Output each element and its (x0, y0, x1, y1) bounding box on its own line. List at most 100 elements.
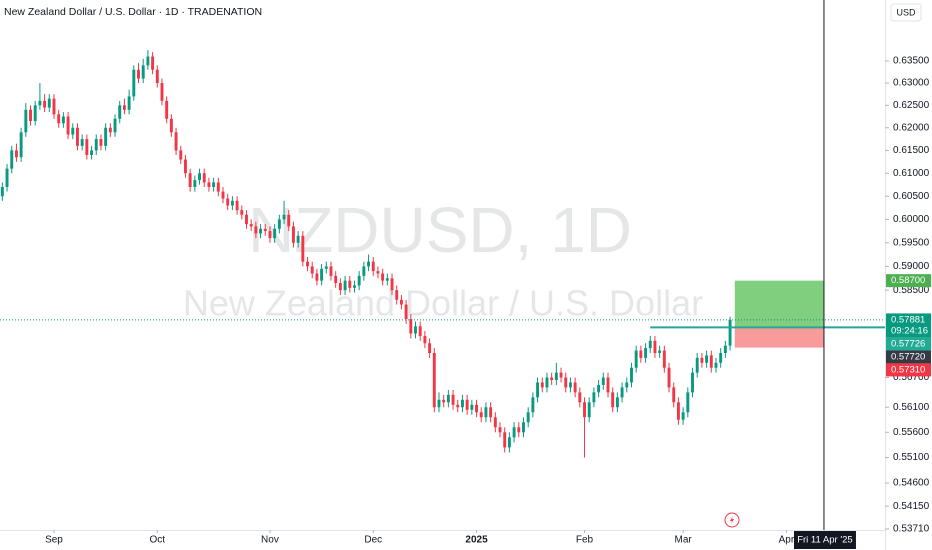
price-marker-label: 0.57726 (891, 338, 925, 349)
candle-body (695, 357, 699, 373)
candle-body (573, 382, 577, 393)
candle-body (19, 132, 23, 158)
candle-body (526, 412, 530, 423)
candle-body (52, 98, 56, 115)
candle-body (648, 340, 652, 349)
crosshair-label: Fri 11 Apr '25 (797, 535, 853, 546)
candle-body (484, 407, 488, 418)
x-tick-label: Nov (261, 535, 279, 546)
candle-body (522, 422, 525, 433)
candle-body (57, 114, 61, 124)
candle-body (155, 69, 159, 84)
price-marker-label: 0.57310 (891, 364, 925, 375)
watermark: NZDUSD, 1D New Zealand Dollar / U.S. Dol… (183, 194, 703, 324)
candle-body (587, 402, 591, 418)
candle-body (151, 56, 155, 70)
candle-body (390, 278, 394, 291)
candle-body (193, 180, 197, 187)
y-tick-label: 0.54150 (893, 501, 930, 512)
candle-body (108, 127, 112, 133)
price-marker-bg (886, 337, 931, 351)
price-marker-bg (886, 350, 931, 364)
candle-body (423, 335, 427, 344)
candle-body (146, 56, 150, 66)
candle-body (409, 318, 413, 334)
candle-body (493, 417, 497, 428)
y-tick-label: 0.55600 (893, 427, 930, 438)
candle-body (235, 200, 239, 211)
candle-body (517, 427, 521, 433)
candle-body (353, 285, 356, 288)
candle-body (630, 367, 633, 383)
candle-body (540, 382, 544, 388)
currency-button[interactable] (890, 3, 922, 22)
candle-body (723, 345, 727, 353)
candle-body (230, 200, 234, 206)
y-tick-label: 0.63000 (893, 78, 930, 89)
candle-body (85, 139, 89, 155)
candle-body (287, 214, 291, 227)
candle-body (672, 387, 676, 403)
y-tick-label: 0.60000 (893, 214, 930, 225)
candle-body (531, 397, 535, 413)
candle-body (165, 100, 169, 119)
candle-body (66, 116, 70, 135)
candle-body (639, 350, 643, 358)
candle-body (263, 228, 267, 232)
candle-body (432, 352, 436, 408)
candle-body (76, 127, 79, 146)
candle-body (414, 326, 417, 334)
candle-body (301, 235, 305, 262)
candle-body (620, 387, 624, 398)
candle-body (705, 355, 709, 363)
candle-body (0, 186, 4, 197)
candles (0, 49, 732, 458)
x-tick-label: Apr (779, 535, 795, 546)
candle-body (634, 350, 638, 368)
candle-body (395, 290, 399, 300)
candle-body (442, 399, 446, 403)
candle-body (71, 127, 75, 135)
x-tick-label: Oct (149, 535, 165, 546)
stop-zone (734, 327, 824, 348)
candle-body (644, 348, 648, 358)
candle-body (625, 382, 629, 388)
candle-body (475, 404, 478, 413)
candle-body (240, 210, 244, 215)
candle-body (5, 168, 9, 187)
candle-body (653, 340, 657, 353)
candle-body (202, 173, 206, 183)
candle-body (277, 219, 281, 229)
y-tick-label: 0.54600 (893, 478, 930, 489)
candle-body (179, 150, 183, 160)
candle-body (700, 357, 704, 363)
lightning-icon[interactable] (724, 512, 740, 528)
candle-body (14, 150, 18, 158)
candle-body (662, 350, 666, 368)
y-tick-label: 0.60500 (893, 191, 930, 202)
candle-body (324, 266, 328, 269)
y-tick-label: 0.62500 (893, 100, 930, 111)
x-tick-label: Mar (674, 535, 692, 546)
candle-body (611, 392, 615, 408)
watermark-symbol: NZDUSD, 1D (248, 194, 632, 266)
x-tick-label: Feb (576, 535, 594, 546)
candle-body (169, 118, 173, 133)
candle-body (291, 226, 295, 243)
candle-body (371, 261, 375, 272)
candle-body (597, 384, 601, 393)
candle-body (545, 377, 549, 388)
candle-body (601, 377, 605, 385)
candle-body (212, 182, 216, 187)
candle-body (404, 304, 408, 319)
candle-body (259, 228, 263, 234)
candle-body (61, 116, 65, 124)
candle-body (512, 427, 516, 438)
candle-body (122, 105, 126, 110)
x-tick-label: Dec (364, 535, 382, 546)
price-marker-bg (886, 313, 931, 338)
candle-body (141, 65, 145, 79)
candle-body (137, 69, 140, 79)
